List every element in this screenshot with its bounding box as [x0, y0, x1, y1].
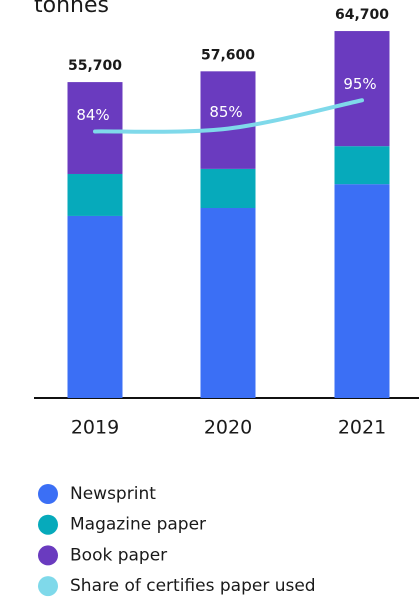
total-label: 55,700: [68, 58, 122, 74]
share-label: 84%: [76, 106, 109, 124]
bar-segment: [200, 71, 256, 169]
bar-segment: [67, 215, 123, 398]
legend-swatch: [38, 514, 58, 535]
total-label: 64,700: [335, 7, 389, 23]
legend-swatch: [38, 576, 58, 597]
x-tick-label: 2020: [204, 417, 252, 439]
total-label: 57,600: [201, 47, 255, 63]
bar-segment: [334, 146, 390, 185]
legend-label: Book paper: [70, 545, 167, 565]
bar-segment: [67, 173, 123, 216]
bar-segment: [67, 82, 123, 174]
chart-title: tonnes: [34, 0, 109, 18]
x-tick-label: 2021: [338, 417, 386, 439]
share-line: [93, 98, 364, 134]
legend-label: Newsprint: [70, 484, 156, 504]
share-label: 85%: [209, 103, 242, 121]
bar-segment: [200, 168, 256, 209]
legend-swatch: [38, 484, 58, 504]
bar-segment: [200, 208, 256, 398]
bar-segment: [334, 184, 390, 398]
legend-label: Magazine paper: [70, 515, 206, 535]
x-tick-label: 2019: [71, 417, 119, 439]
legend-swatch: [38, 545, 58, 566]
legend-label: Share of certifies paper used: [70, 576, 316, 596]
share-label: 95%: [343, 75, 376, 93]
bar-segment: [334, 31, 390, 147]
